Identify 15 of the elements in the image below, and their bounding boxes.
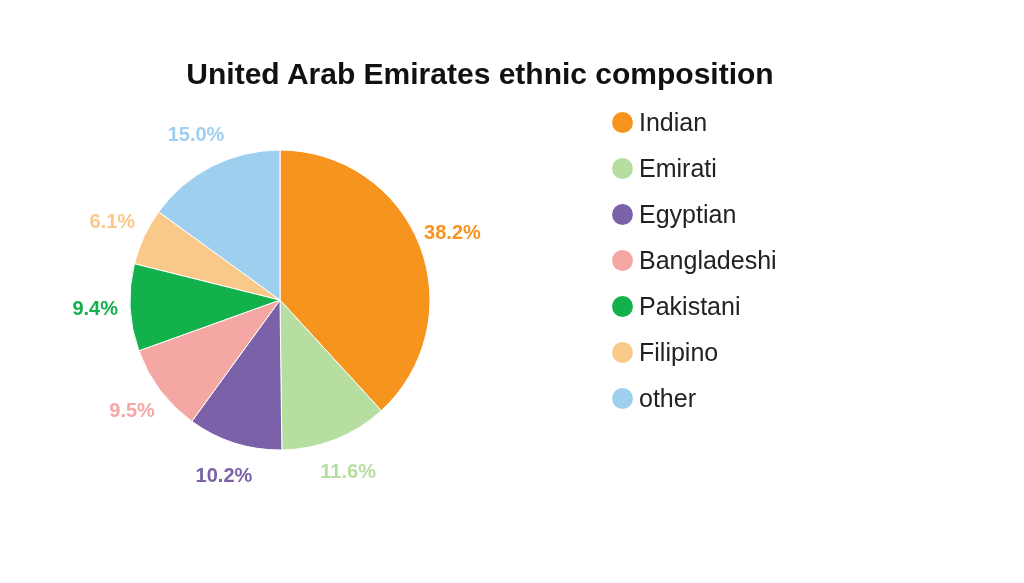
legend-label: Egyptian [639,199,737,228]
data-label: 15.0% [167,123,225,146]
data-label: 11.6% [320,460,377,483]
legend-label: Emirati [639,153,717,182]
legend-label: Filipino [639,337,719,366]
legend-label: Bangladeshi [639,245,777,274]
chart-title: United Arab Emirates ethnic composition [186,57,774,90]
data-label: 38.2% [424,220,481,243]
legend-label: Indian [639,107,708,136]
legend-label: Pakistani [639,291,741,320]
legend-label: other [639,383,696,412]
data-label: 6.1% [89,209,136,232]
data-label: 9.5% [109,399,156,422]
data-label: 9.4% [72,297,119,320]
data-label: 10.2% [195,464,253,487]
